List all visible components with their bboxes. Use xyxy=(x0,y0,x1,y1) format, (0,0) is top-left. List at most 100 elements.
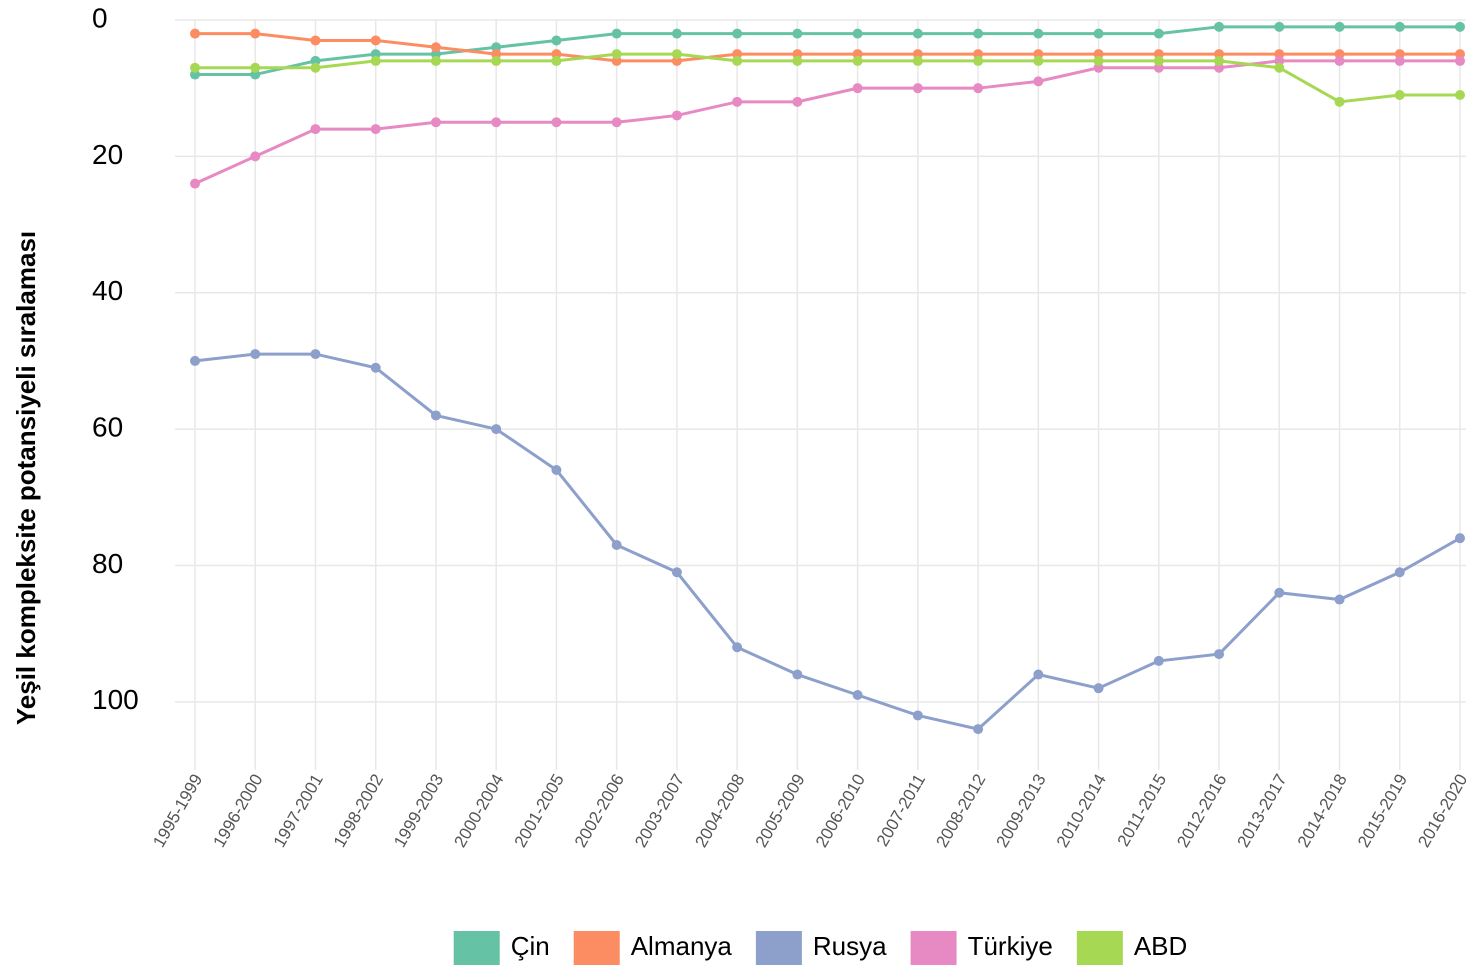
legend-item: Türkiye xyxy=(910,931,1053,965)
x-tick-label: 1998-2002 xyxy=(330,771,387,851)
point xyxy=(732,55,743,66)
point xyxy=(310,124,321,135)
legend-swatch xyxy=(453,931,500,965)
point xyxy=(551,117,562,128)
x-tick-label: 2015-2019 xyxy=(1354,771,1411,851)
x-tick-label: 2002-2006 xyxy=(571,771,628,851)
point xyxy=(1153,655,1164,666)
series-line xyxy=(194,59,1460,186)
point xyxy=(370,362,381,373)
point xyxy=(1394,567,1405,578)
x-tick-label: 1996-2000 xyxy=(209,771,266,851)
point xyxy=(852,690,863,700)
point xyxy=(912,710,923,721)
legend-item: Çin xyxy=(453,931,550,965)
legend-item: Rusya xyxy=(755,931,887,965)
point xyxy=(1455,533,1465,544)
point xyxy=(1093,28,1104,39)
x-tick-label: 2016-2020 xyxy=(1414,771,1466,851)
point xyxy=(1033,76,1044,87)
point xyxy=(1214,649,1225,660)
point xyxy=(792,96,803,107)
legend-label: ABD xyxy=(1134,931,1187,961)
point xyxy=(1214,55,1225,66)
x-tick-label: 2010-2014 xyxy=(1053,771,1110,851)
point xyxy=(1033,669,1044,680)
point xyxy=(1153,28,1164,39)
x-tick-label: 2012-2016 xyxy=(1173,771,1230,851)
point xyxy=(973,724,984,735)
point xyxy=(611,540,622,550)
point xyxy=(370,35,381,46)
point xyxy=(732,642,743,653)
y-tick-label: 80 xyxy=(92,548,123,579)
y-tick-label: 40 xyxy=(92,275,123,306)
x-tick-label: 2004-2008 xyxy=(691,771,748,851)
point xyxy=(491,424,502,435)
point xyxy=(671,28,682,39)
point xyxy=(1334,96,1345,107)
point xyxy=(430,117,441,128)
point xyxy=(551,35,562,46)
point xyxy=(190,355,200,366)
y-tick-label: 100 xyxy=(92,684,139,715)
point xyxy=(250,349,261,360)
point xyxy=(1274,587,1285,598)
point xyxy=(1334,55,1345,66)
x-tick-label: 2000-2004 xyxy=(450,771,507,851)
legend-item: ABD xyxy=(1076,931,1187,965)
point xyxy=(732,96,743,107)
point xyxy=(671,49,682,60)
legend-label: Türkiye xyxy=(968,931,1053,961)
point xyxy=(1093,55,1104,66)
x-tick-label: 2011-2015 xyxy=(1114,771,1170,850)
point xyxy=(973,55,984,66)
legend-label: Almanya xyxy=(631,931,733,961)
series-line xyxy=(195,25,1460,77)
x-tick-label: 2003-2007 xyxy=(631,771,688,851)
point xyxy=(1334,594,1345,605)
point xyxy=(430,55,441,66)
point xyxy=(190,28,200,39)
point xyxy=(1093,683,1104,694)
x-tick-label: 1999-2003 xyxy=(390,771,447,851)
point xyxy=(491,55,502,66)
point xyxy=(551,55,562,66)
point xyxy=(611,28,622,39)
point xyxy=(1394,21,1405,32)
point xyxy=(491,117,502,128)
point xyxy=(430,410,441,421)
legend-swatch xyxy=(1076,931,1123,965)
series-line xyxy=(195,52,1460,104)
x-tick-label: 2014-2018 xyxy=(1294,771,1351,851)
x-tick-label: 1997-2001 xyxy=(270,771,327,851)
point xyxy=(310,35,321,46)
point xyxy=(250,151,261,162)
point xyxy=(190,178,200,189)
point xyxy=(1033,55,1044,66)
x-tick-label: 2008-2012 xyxy=(932,771,989,851)
point xyxy=(190,62,200,73)
point xyxy=(852,55,863,66)
point xyxy=(1274,62,1285,73)
point xyxy=(611,117,622,128)
point xyxy=(671,567,682,578)
lines xyxy=(190,21,1465,735)
point xyxy=(912,28,923,39)
point xyxy=(1394,90,1405,100)
y-tick-label: 60 xyxy=(92,411,123,442)
point xyxy=(250,62,261,73)
point xyxy=(611,49,622,60)
legend-item: Almanya xyxy=(573,931,733,965)
legend-label: Çin xyxy=(511,931,550,961)
point xyxy=(310,349,321,360)
x-tick-label: 2001-2005 xyxy=(511,771,568,851)
point xyxy=(671,110,682,121)
point xyxy=(792,28,803,39)
series-line xyxy=(194,352,1461,731)
point xyxy=(852,83,863,94)
point xyxy=(370,124,381,135)
legend-swatch xyxy=(755,931,802,965)
point xyxy=(1394,55,1405,66)
